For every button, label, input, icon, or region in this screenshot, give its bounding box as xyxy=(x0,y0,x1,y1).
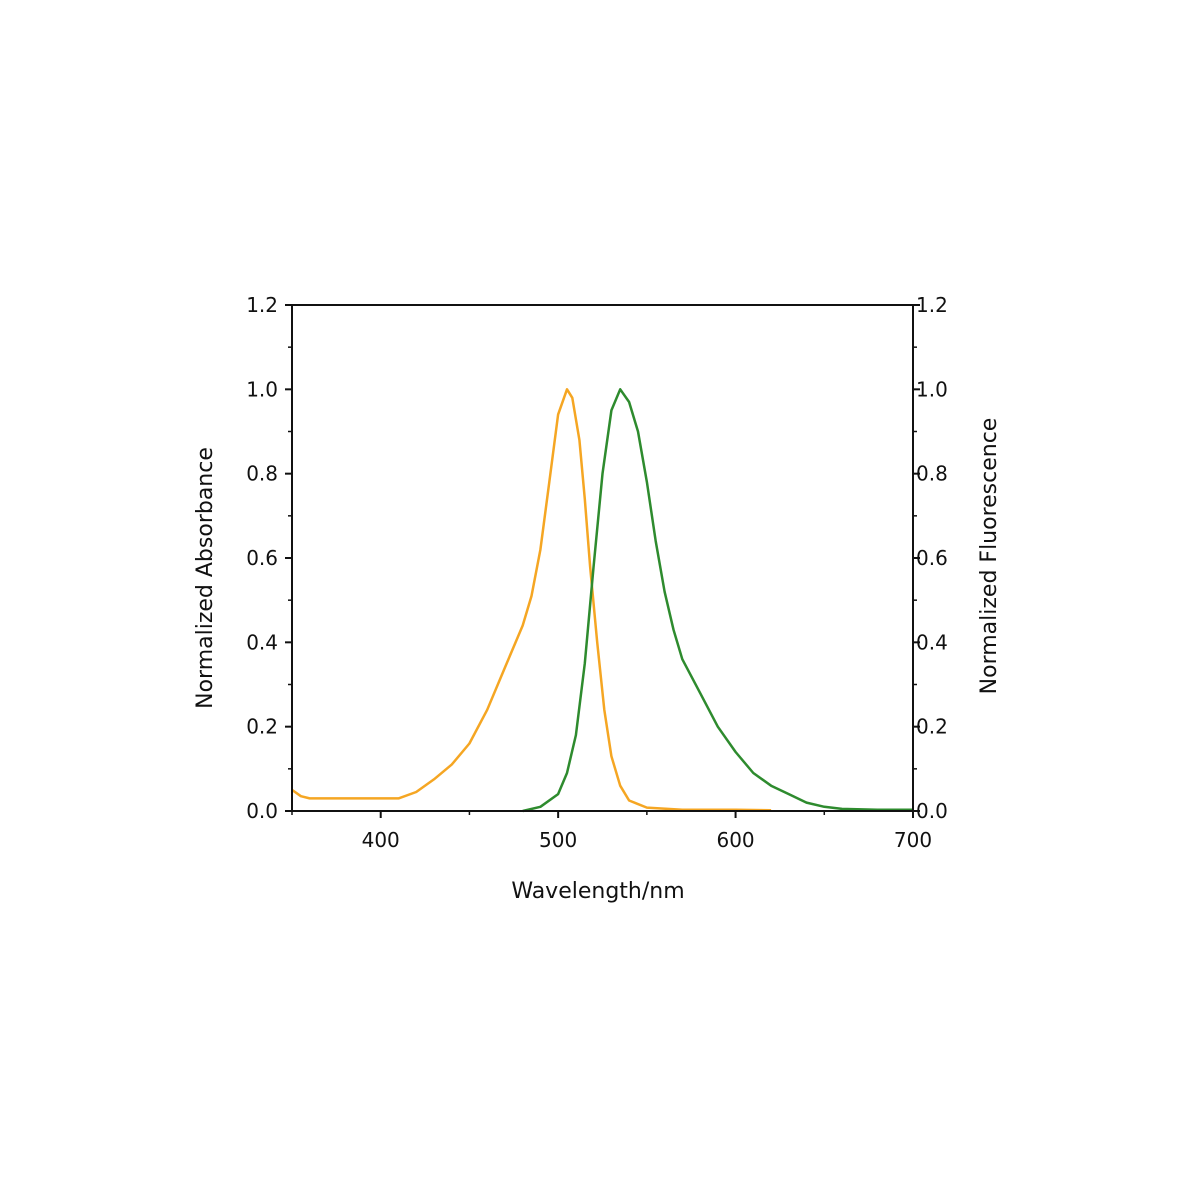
y-left-tick-label: 0.2 xyxy=(246,715,278,739)
y-right-tick-label: 1.0 xyxy=(916,377,948,401)
ticks-layer: 0.0 0.0 0.2 0.2 0.4 0.4 0.6 0.6 0.8 0.8 1.0 1.0 1.2 1… xyxy=(246,293,948,852)
series-line-2 xyxy=(522,388,913,813)
y-right-tick-label: 0.2 xyxy=(916,715,948,739)
x-tick-label: 500 xyxy=(539,828,577,852)
x-tick-label: 400 xyxy=(362,828,400,852)
x-tick-label: 600 xyxy=(716,828,754,852)
x-axis-label: Wavelength/nm xyxy=(511,879,684,904)
y-left-tick-label: 0.8 xyxy=(246,462,278,486)
y-left-tick-label: 0.4 xyxy=(246,630,278,654)
y-left-tick-label: 1.0 xyxy=(246,377,278,401)
series-line-1 xyxy=(291,388,772,812)
y-right-tick-label: 0.8 xyxy=(916,462,948,486)
y-left-tick-label: 1.2 xyxy=(246,293,278,317)
y-right-tick-label: 1.2 xyxy=(916,293,948,317)
y-left-tick-label: 0.6 xyxy=(246,546,278,570)
x-tick-label: 700 xyxy=(894,828,932,852)
y-left-tick-label: 0.0 xyxy=(246,799,278,823)
y-right-tick-label: 0.4 xyxy=(916,630,948,654)
plot-frame xyxy=(291,304,914,812)
y-right-tick-label: 0.0 xyxy=(916,799,948,823)
y-axis-label-right: Normalized Fluorescence xyxy=(977,418,1002,695)
y-axis-label-left: Normalized Absorbance xyxy=(193,447,218,709)
y-right-tick-label: 0.6 xyxy=(916,546,948,570)
series-layer xyxy=(291,388,913,813)
